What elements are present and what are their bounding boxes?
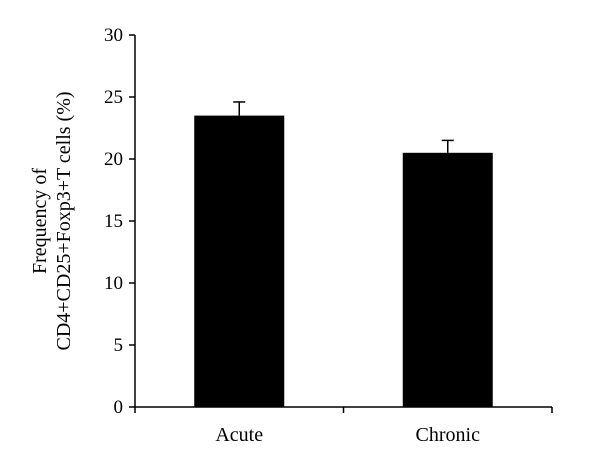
y-tick-label: 15 — [104, 211, 123, 232]
y-axis-ticks: 0 5 10 15 20 25 30 — [104, 25, 135, 418]
y-tick-label: 10 — [104, 273, 123, 294]
x-axis-ticks — [134, 407, 553, 413]
y-axis-title-line-1: Frequency of — [29, 168, 51, 274]
y-axis-title-line-2: CD4+CD25+Foxp3+T cells (%) — [53, 91, 75, 350]
y-tick-label: 25 — [104, 87, 123, 108]
y-tick-label: 5 — [114, 335, 124, 356]
bars — [194, 115, 493, 407]
y-tick-label: 30 — [104, 25, 123, 46]
y-tick-label: 0 — [114, 397, 124, 418]
error-bars — [233, 101, 454, 153]
y-tick-label: 20 — [104, 149, 123, 170]
y-axis-title: Frequency of CD4+CD25+Foxp3+T cells (%) — [29, 91, 75, 350]
category-label-chronic: Chronic — [416, 424, 481, 446]
bar-acute — [194, 115, 285, 407]
category-label-acute: Acute — [215, 424, 263, 446]
bar-chronic — [402, 152, 493, 407]
category-labels: Acute Chronic — [215, 424, 480, 446]
